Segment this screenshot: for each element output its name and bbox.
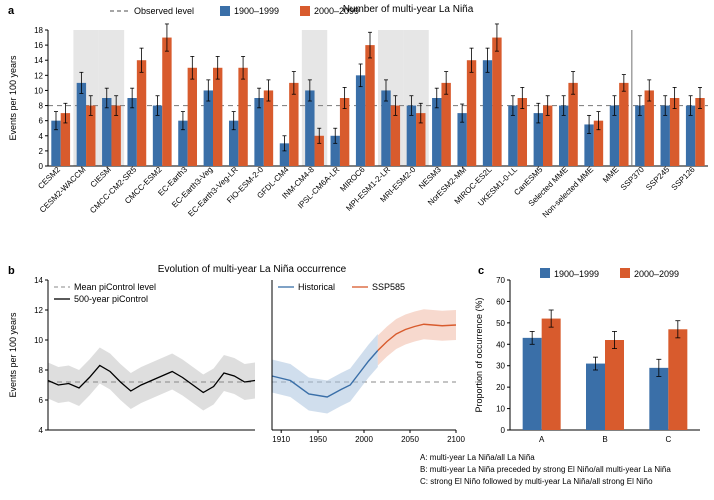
panel-b-hist-band bbox=[272, 334, 378, 414]
panel-b-letter: b bbox=[8, 265, 15, 277]
panel-a-title: Number of multi-year La Niña bbox=[343, 4, 474, 15]
panel-c-ytick: 10 bbox=[496, 405, 505, 414]
panel-c-ytick: 30 bbox=[496, 362, 505, 371]
panel-b-xtick: 2050 bbox=[401, 435, 419, 444]
panel-a-legend-orange: 2000–2099 bbox=[314, 6, 359, 16]
panel-a-legend-dash: Observed level bbox=[134, 6, 194, 16]
panel-a-bar-blue bbox=[483, 60, 492, 166]
panel-c-ytick: 60 bbox=[496, 297, 505, 306]
panel-a-ylabel: Events per 100 years bbox=[8, 55, 18, 141]
panel-b-left-band bbox=[48, 348, 255, 411]
panel-b-xtick: 1950 bbox=[309, 435, 327, 444]
panel-a-bar-orange bbox=[365, 45, 374, 166]
panel-a-ytick: 14 bbox=[34, 56, 43, 65]
panel-c-ylabel: Proportion of occurrence (%) bbox=[474, 297, 484, 412]
panel-b-ytick: 14 bbox=[34, 276, 43, 285]
panel-b-legend-ssp: SSP585 bbox=[372, 282, 405, 292]
panel-a-model-label: SSP370 bbox=[619, 165, 647, 193]
panel-a-bar-orange bbox=[492, 38, 501, 166]
panel-c-ytick: 50 bbox=[496, 319, 505, 328]
panel-a-legend-blue: 1900–1999 bbox=[234, 6, 279, 16]
panel-a-bar-orange bbox=[162, 38, 171, 166]
panel-c-caption: A: multi-year La Niña/all La Niña bbox=[420, 453, 535, 462]
panel-c-ytick: 40 bbox=[496, 340, 505, 349]
panel-a-ytick: 12 bbox=[34, 71, 43, 80]
panel-a-bar-orange bbox=[238, 68, 247, 166]
panel-c-bar-orange bbox=[668, 329, 687, 430]
panel-b-title: Evolution of multi-year La Niña occurren… bbox=[158, 264, 347, 275]
panel-a-ytick: 2 bbox=[39, 147, 44, 156]
panel-c-xlabel: C bbox=[665, 435, 671, 444]
panel-a: 024681012141618CESM2CESM2-WACCMCIESMCMCC… bbox=[8, 4, 708, 220]
panel-a-bar-orange bbox=[188, 68, 197, 166]
panel-a-bar-blue bbox=[77, 83, 86, 166]
panel-c-legend-orange: 2000–2099 bbox=[634, 269, 679, 279]
panel-c-bar-orange bbox=[542, 319, 561, 430]
panel-b-ytick: 8 bbox=[39, 366, 44, 375]
panel-a-model-label: SSP126 bbox=[670, 165, 698, 193]
panel-a-bar-orange bbox=[441, 83, 450, 166]
panel-a-bar-orange bbox=[289, 83, 298, 166]
panel-a-ytick: 10 bbox=[34, 86, 43, 95]
panel-b-xtick: 2000 bbox=[355, 435, 373, 444]
panel-a-model-label: MPI-ESM1-2-LR bbox=[344, 165, 392, 213]
panel-a-bar-orange bbox=[137, 60, 146, 166]
panel-a-bar-blue bbox=[305, 90, 314, 166]
panel-b-legend-hist: Historical bbox=[298, 282, 335, 292]
panel-c-xlabel: B bbox=[602, 435, 607, 444]
panel-a-ytick: 8 bbox=[39, 102, 44, 111]
panel-a-ytick: 18 bbox=[34, 26, 43, 35]
panel-a-bar-orange bbox=[264, 90, 273, 166]
panel-a-ytick: 16 bbox=[34, 41, 43, 50]
panel-a-model-label: CIESM bbox=[89, 165, 114, 190]
panel-b-ylabel: Events per 100 years bbox=[8, 312, 18, 398]
panel-c-letter: c bbox=[478, 265, 484, 277]
panel-b-legend-line: 500-year piControl bbox=[74, 294, 148, 304]
panel-a-model-label: SSP245 bbox=[644, 165, 672, 193]
panel-a-model-label: CESM2-WACCM bbox=[38, 165, 88, 215]
panel-c-bar-blue bbox=[523, 338, 542, 430]
panel-b-ytick: 4 bbox=[39, 426, 44, 435]
panel-b-ssp-band bbox=[378, 309, 456, 365]
panel-b-xtick: 2100 bbox=[447, 435, 465, 444]
panel-c-xlabel: A bbox=[539, 435, 545, 444]
panel-a-bar-orange bbox=[213, 68, 222, 166]
panel-c-bar-orange bbox=[605, 340, 624, 430]
panel-c-bar-blue bbox=[586, 364, 605, 430]
panel-b: 4 6 8 10 12 14 Events per 100 years 1910 1950 200… bbox=[8, 264, 465, 444]
panel-c-bar-blue bbox=[649, 368, 668, 430]
panel-a-bar-orange bbox=[645, 90, 654, 166]
panel-a-ytick: 6 bbox=[39, 117, 44, 126]
panel-a-model-label: MME bbox=[601, 165, 621, 185]
panel-a-bar-orange bbox=[568, 83, 577, 166]
panel-b-legend-dash: Mean piControl level bbox=[74, 282, 156, 292]
panel-a-bar-orange bbox=[467, 60, 476, 166]
panel-a-bar-blue bbox=[204, 90, 213, 166]
panel-a-bar-blue bbox=[381, 90, 390, 166]
panel-c: 0 10 20 30 40 50 60 70 A B C Proportion of occurren… bbox=[420, 265, 700, 486]
panel-c-ytick: 20 bbox=[496, 383, 505, 392]
panel-a-ytick: 0 bbox=[39, 162, 44, 171]
panel-c-legend-blue: 1900–1999 bbox=[554, 269, 599, 279]
panel-b-ytick: 10 bbox=[34, 336, 43, 345]
panel-c-ytick: 0 bbox=[501, 426, 506, 435]
panel-a-bar-orange bbox=[619, 83, 628, 166]
panel-b-ytick: 6 bbox=[39, 396, 44, 405]
panel-a-ytick: 4 bbox=[39, 132, 44, 141]
panel-a-letter: a bbox=[8, 5, 15, 17]
panel-b-xtick: 1910 bbox=[272, 435, 290, 444]
panel-b-ytick: 12 bbox=[34, 306, 43, 315]
panel-c-caption: B: multi-year La Niña preceded by strong… bbox=[420, 465, 671, 474]
panel-c-ytick: 70 bbox=[496, 276, 505, 285]
panel-a-bar-blue bbox=[356, 75, 365, 166]
panel-c-caption: C: strong El Niño followed by multi-year… bbox=[420, 477, 653, 486]
